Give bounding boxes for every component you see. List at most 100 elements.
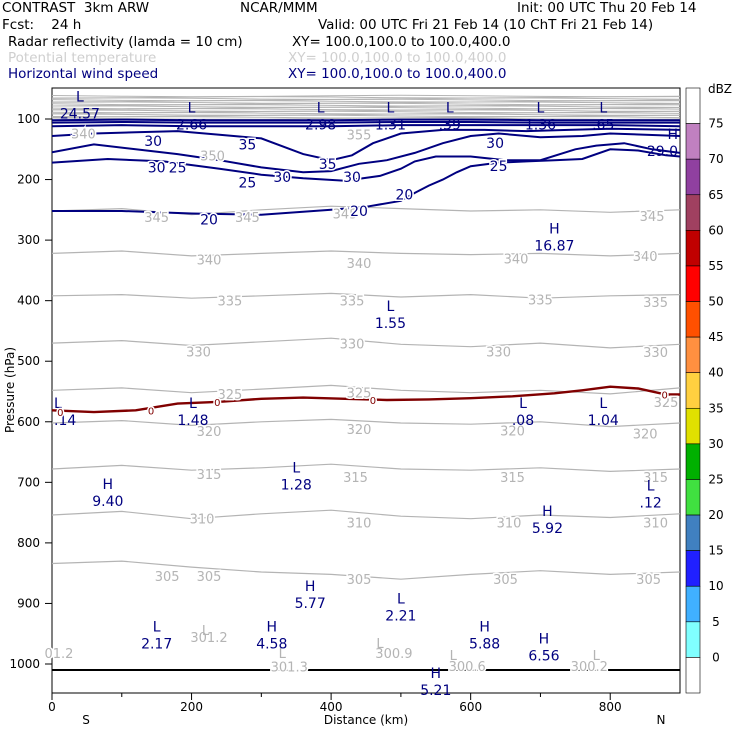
theta-extremum-label: L	[593, 649, 601, 664]
y-tick-label: 500	[17, 354, 40, 368]
theta-label: 310	[190, 513, 215, 528]
wind-extremum-value: 1.31	[375, 118, 406, 134]
wind-label: 30	[144, 134, 162, 150]
wind-contour-40	[52, 124, 680, 128]
theta-extremum-label: L	[450, 649, 458, 664]
theta-contour-315	[52, 463, 680, 473]
wind-extremum-value: 4.58	[256, 637, 287, 653]
y-tick-label: 1000	[9, 657, 40, 671]
wind-extremum-value: 6.56	[528, 649, 559, 665]
theta-label: 305	[493, 573, 518, 588]
xy-theta: XY= 100.0,100.0 to 100.0,400.0	[288, 50, 507, 66]
y-tick-label: 900	[17, 596, 40, 610]
x-tick-label: 0	[48, 700, 56, 714]
freezing-level	[52, 385, 680, 414]
wind-extremum-value: .12	[640, 495, 662, 511]
colorbar-swatch	[685, 230, 701, 267]
wind-extremum-kind: L	[153, 620, 161, 636]
theta-label: 301.2	[190, 631, 227, 646]
xy-reflectivity: XY= 100.0,100.0 to 100.0,400.0	[292, 34, 511, 50]
theta-label: 355	[347, 129, 372, 144]
freezing-level-label: 0	[57, 408, 63, 419]
colorbar-swatch	[685, 158, 701, 196]
wind-label: 20	[350, 204, 368, 220]
theta-contour-340	[52, 250, 680, 257]
colorbar-swatch	[685, 585, 701, 623]
theta-label: 315	[343, 471, 368, 486]
theta-label: 325	[347, 387, 372, 402]
plot-frame	[51, 87, 681, 694]
wind-extremum-kind: H	[479, 620, 490, 636]
theta-band-line	[52, 112, 680, 115]
wind-extremum-value: 2.21	[385, 609, 416, 625]
colorbar-level-label: 75	[708, 117, 723, 131]
wind-label: 30	[486, 136, 504, 152]
colorbar-level-label: 70	[708, 152, 723, 166]
wind-extremum-kind: H	[542, 504, 553, 520]
colorbar-swatch	[685, 265, 701, 302]
y-tick-label: 600	[17, 415, 40, 429]
colorbar-swatch	[685, 407, 701, 445]
theta-label: 330	[486, 346, 511, 361]
wind-extremum-value: 2.17	[141, 637, 172, 653]
wind-contour-30	[52, 132, 680, 174]
wind-extremum-value: 2.66	[176, 118, 207, 134]
freezing-level-line	[52, 385, 680, 414]
theta-label: 310	[643, 516, 668, 531]
wind-extremum-value: .08	[512, 413, 534, 429]
xy-wind: XY= 100.0,100.0 to 100.0,400.0	[288, 66, 507, 82]
x-end-right: N	[657, 713, 666, 727]
wind-extremum-kind: L	[519, 396, 527, 412]
y-tick-label: 800	[17, 536, 40, 550]
theta-label: 330	[643, 346, 668, 361]
theta-label: 315	[500, 471, 525, 486]
colorbar-swatch	[685, 301, 701, 338]
field-wind: Horizontal wind speed	[8, 66, 159, 82]
colorbar-level-label: 45	[708, 330, 723, 344]
theta-label: 345	[640, 210, 665, 225]
wind-extremum-kind: H	[549, 222, 560, 238]
wind-extremum-kind: L	[292, 460, 300, 476]
theta-label: 300.6	[449, 660, 486, 675]
wind-extremum-kind: H	[103, 477, 114, 493]
theta-label: 335	[340, 295, 365, 310]
y-tick-label: 100	[17, 112, 40, 126]
theta-label: 340	[633, 250, 658, 265]
wind-extremum-value: 5.92	[532, 521, 563, 537]
wind-extremum-kind: L	[647, 478, 655, 494]
theta-label: 320	[633, 427, 658, 442]
theta-extremum-label: L	[279, 647, 287, 662]
wind-extremum-value: 1.48	[177, 413, 208, 429]
theta-extremum-label: L	[202, 624, 210, 639]
theta-label: 335	[528, 293, 553, 308]
theta-band-line	[52, 100, 680, 103]
wind-extremum-value: 16.87	[534, 239, 574, 255]
colorbar-swatch	[685, 621, 701, 658]
colorbar-swatch	[685, 194, 701, 231]
theta-band-line	[52, 104, 680, 107]
forecast-hour: Fcst: 24 h	[2, 17, 82, 33]
wind-extremum-kind: L	[317, 101, 325, 117]
wind-extremum-kind: H	[305, 579, 316, 595]
theta-contour-305	[52, 560, 680, 580]
colorbar-level-label: 20	[708, 508, 723, 522]
theta-label: 301.3	[271, 660, 308, 675]
theta-band-line	[52, 105, 680, 108]
colorbar-level-label: 60	[708, 223, 723, 237]
theta-label: 315	[197, 468, 222, 483]
theta-label: 330	[340, 338, 365, 353]
wind-extremum-kind: H	[539, 632, 550, 648]
y-tick-label: 700	[17, 475, 40, 489]
wind-contour-45	[52, 120, 680, 124]
wind-label: 25	[169, 160, 187, 176]
colorbar-swatch	[685, 550, 701, 587]
theta-band-line	[52, 113, 680, 116]
theta-band-line	[52, 96, 680, 99]
theta-label: 325	[218, 388, 243, 403]
colorbar-swatch	[685, 443, 701, 480]
theta-label: 345	[333, 207, 358, 222]
wind-label: 20	[200, 213, 218, 229]
colorbar-swatch	[685, 657, 701, 694]
colorbar-level-label: 50	[708, 295, 723, 309]
theta-label: 345	[144, 211, 169, 226]
